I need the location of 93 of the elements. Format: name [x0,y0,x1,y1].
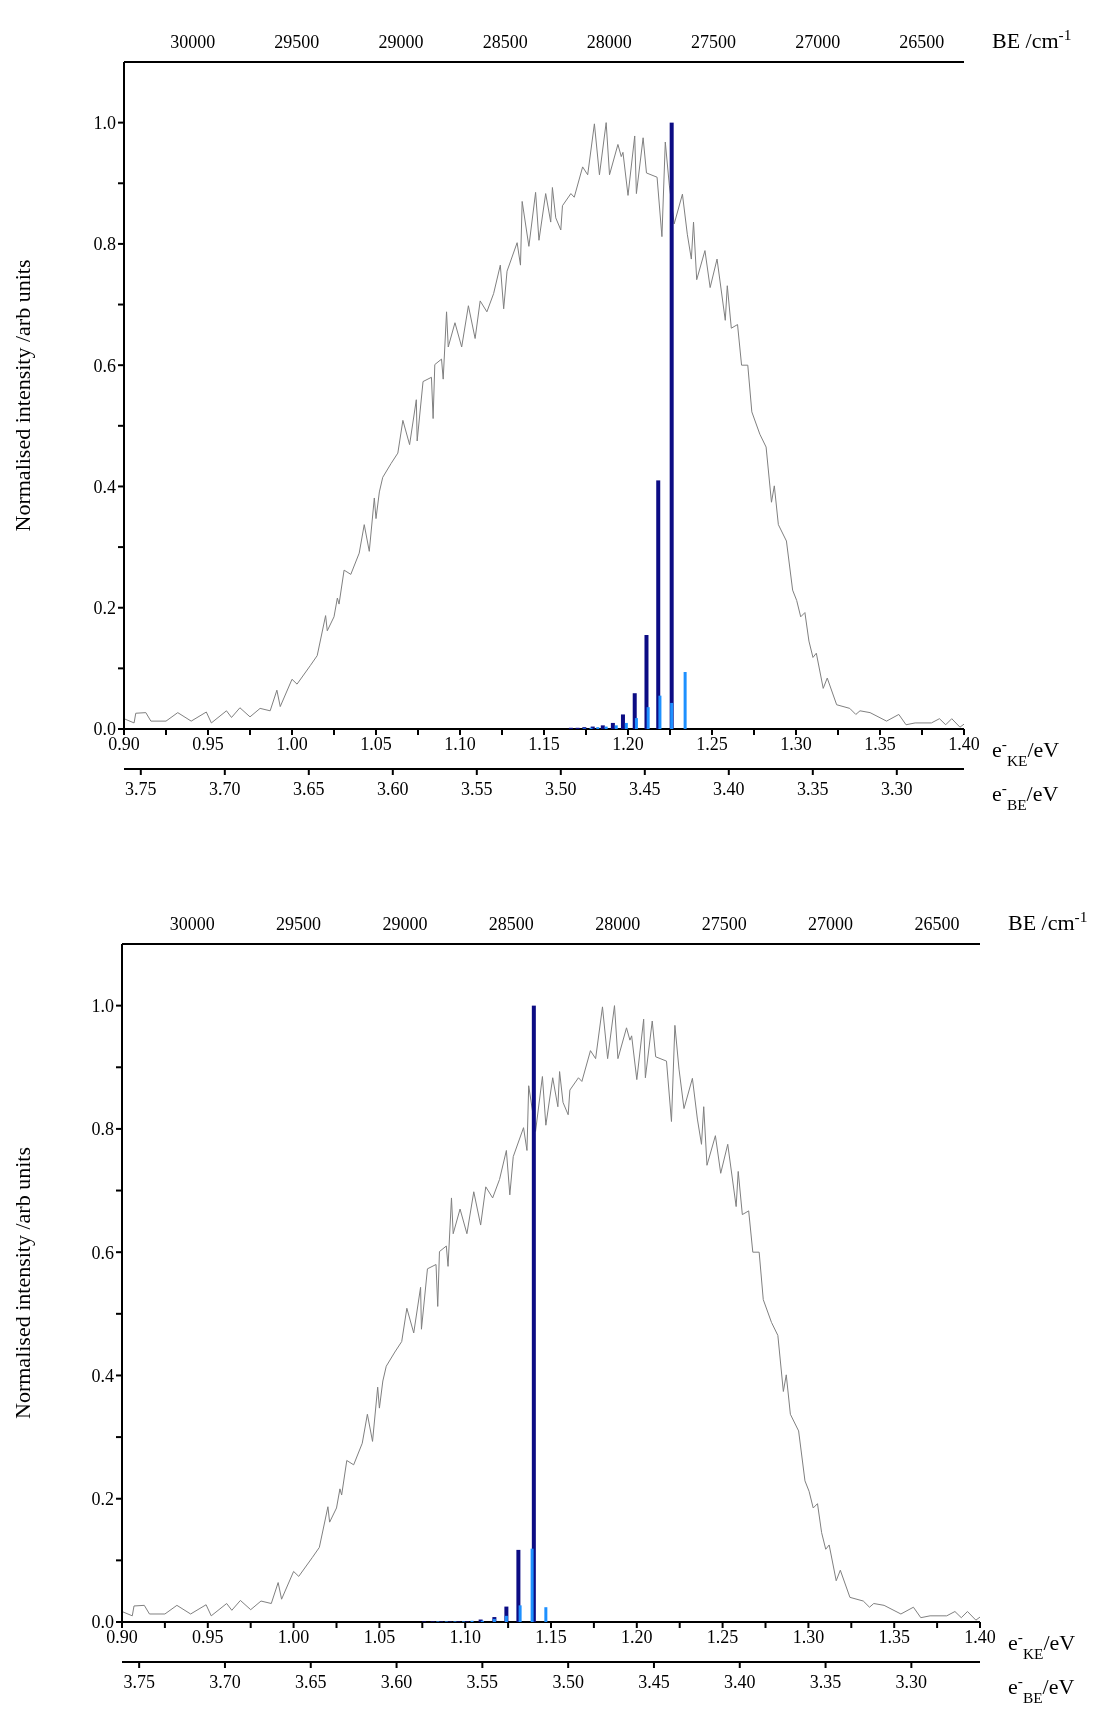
x2-axis-title: e$^{-}$$_{BE}$/eV [992,778,1059,813]
text: 27500 [701,914,747,934]
bar [614,725,618,729]
x2-tick-label: 3.50 [545,779,577,799]
y-tick-label: 0.6 [93,355,116,376]
x-tick-label: 1.35 [864,733,896,754]
y-tick-label: 0.2 [93,598,116,619]
text: BE /cm$^{-1}$ [1008,907,1088,935]
y-axis-title: Normalised intensity /arb units [10,259,35,532]
bar [530,1548,534,1622]
x-tick-label: 1.25 [706,1626,739,1647]
bar [656,480,661,729]
bar [610,722,615,729]
text: 28000 [595,914,641,934]
text: 26500 [914,914,960,934]
bar [646,707,650,729]
bar [516,1549,521,1622]
x-tick-label: 1.30 [780,733,812,754]
x2-tick-label: 3.60 [377,779,409,799]
x2-tick-label: 3.40 [724,1672,756,1692]
x-tick-label: 1.30 [792,1626,825,1647]
x2-axis-title: e$^{-}$$_{BE}$/eV [1008,1671,1075,1706]
x2-tick-label: 3.30 [895,1672,928,1692]
x-tick-label: 1.00 [276,733,308,754]
bar [624,722,628,729]
text: 29500 [274,32,320,52]
y-tick-label: 0.2 [91,1489,114,1510]
y-tick-label: 0.8 [91,1119,114,1140]
text: 29000 [382,914,428,934]
x2-tick-label: 3.65 [295,1672,327,1692]
x-tick-label: 1.15 [528,733,560,754]
x2-tick-label: 3.70 [209,779,241,799]
text: 27500 [691,32,737,52]
text: 28000 [586,32,632,52]
text: 26500 [899,32,945,52]
y-tick-label: 1.0 [91,996,114,1017]
x2-tick-label: 3.45 [638,1672,670,1692]
x-tick-label: 0.95 [192,1626,224,1647]
text: 30000 [170,32,216,52]
x2-tick-label: 3.55 [461,779,493,799]
text: 27000 [795,32,841,52]
text: 29500 [276,914,322,934]
x-axis-title: e$^{-}$$_{KE}$/eV [992,734,1060,769]
bar [670,702,674,729]
x-tick-label: 1.20 [621,1626,653,1647]
x2-tick-label: 3.45 [629,779,661,799]
text: 28500 [488,914,534,934]
x-tick-label: 1.15 [535,1626,567,1647]
text: 30000 [169,914,215,934]
x-tick-label: 1.20 [612,733,644,754]
x2-tick-label: 3.35 [797,779,829,799]
text: BE /cm$^{-1}$ [992,25,1072,53]
bar [658,695,662,729]
x-tick-label: 0.95 [192,733,224,754]
x2-tick-label: 3.30 [881,779,913,799]
y-tick-label: 1.0 [93,113,116,134]
text: 29000 [378,32,424,52]
bar [634,718,638,729]
text: 28500 [482,32,528,52]
bar [531,1005,536,1622]
text: 27000 [808,914,854,934]
x-tick-label: 1.35 [878,1626,910,1647]
bar [518,1605,522,1622]
x2-tick-label: 3.70 [209,1672,241,1692]
bar [644,635,649,729]
x-tick-label: 1.40 [964,1626,996,1647]
bar [544,1607,548,1622]
x-tick-label: 1.05 [360,733,392,754]
x-tick-label: 1.10 [449,1626,481,1647]
x-tick-label: 1.05 [363,1626,396,1647]
x2-tick-label: 3.65 [293,779,325,799]
x2-tick-label: 3.75 [123,1672,155,1692]
x2-tick-label: 3.35 [809,1672,842,1692]
y-tick-label: 0.4 [93,476,116,497]
x2-tick-label: 3.40 [713,779,745,799]
bar [683,672,687,729]
y-tick-label: 0.8 [93,234,116,255]
x-tick-label: 1.40 [948,733,980,754]
bar [600,725,605,729]
x2-tick-label: 3.50 [552,1672,584,1692]
x-tick-label: 1.10 [444,733,476,754]
x2-tick-label: 3.60 [380,1672,413,1692]
bar [669,122,674,729]
x-axis-title: e$^{-}$$_{KE}$/eV [1008,1627,1076,1662]
bar [620,714,625,729]
x-tick-label: 1.00 [277,1626,310,1647]
x-tick-label: 1.25 [696,733,728,754]
x2-tick-label: 3.55 [466,1672,499,1692]
x2-tick-label: 3.75 [125,779,157,799]
y-tick-label: 0.4 [91,1365,114,1386]
bar [504,1615,508,1622]
y-axis-title: Normalised intensity /arb units [10,1147,35,1419]
y-tick-label: 0.6 [91,1242,114,1263]
